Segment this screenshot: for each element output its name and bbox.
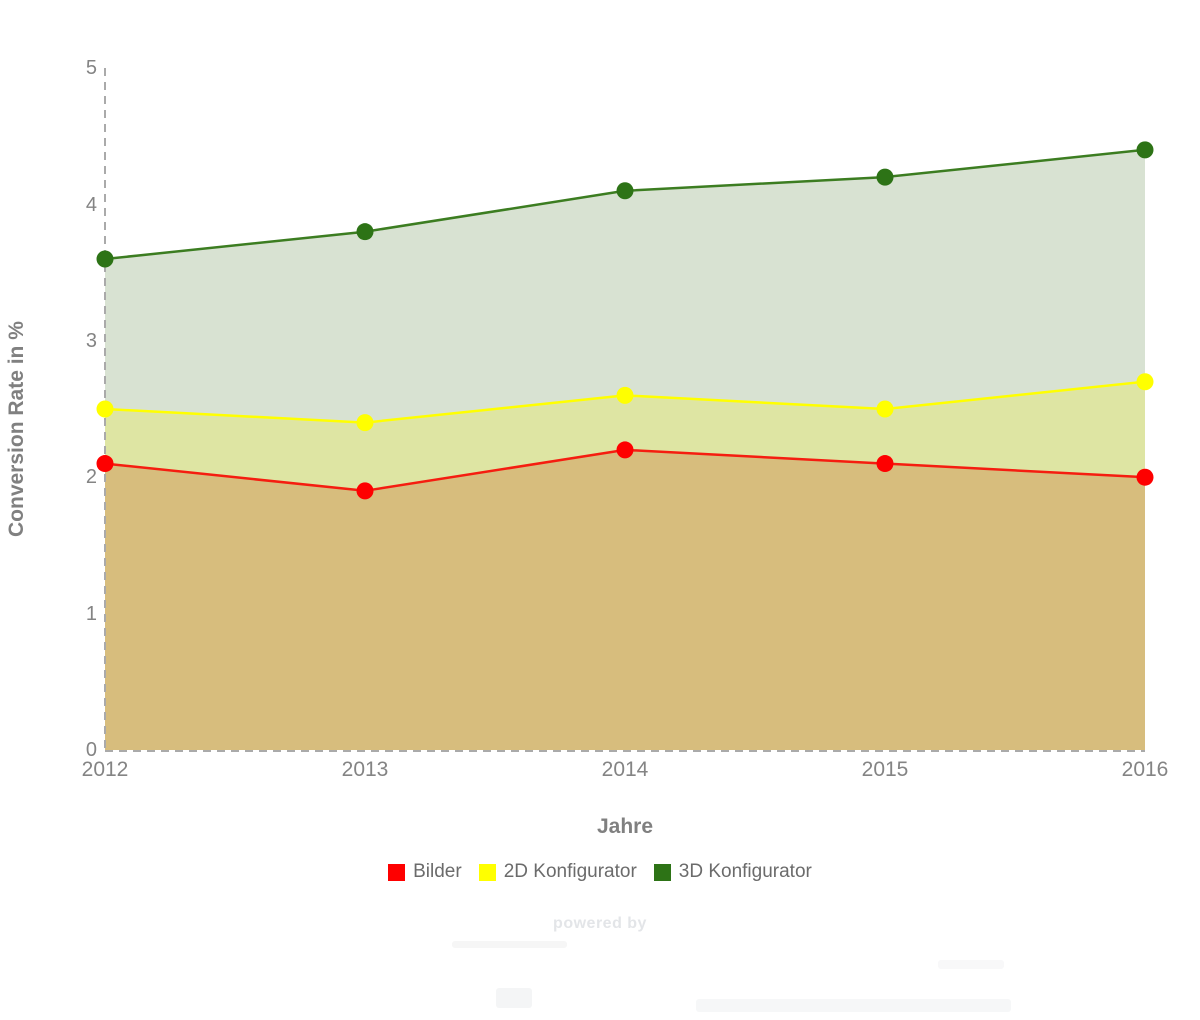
legend-label-2d-konfigurator: 2D Konfigurator	[503, 861, 637, 882]
data-point-bilder[interactable]	[876, 455, 894, 473]
area-band-3d-konfigurator	[105, 149, 1145, 423]
data-point-bilder[interactable]	[96, 455, 114, 473]
y-tick-label-5: 5	[85, 57, 97, 79]
x-tick-label-2015: 2015	[861, 758, 909, 781]
data-point-3d-konfigurator[interactable]	[876, 168, 894, 186]
watermark-text-faint	[696, 999, 1011, 1012]
legend-label-3d-konfigurator: 3D Konfigurator	[678, 861, 812, 882]
x-tick-label-2014: 2014	[601, 758, 649, 781]
legend-swatch-green-icon	[653, 863, 671, 881]
data-point-bilder[interactable]	[356, 482, 374, 500]
y-axis-title: Conversion Rate in %	[5, 321, 28, 537]
watermark-smudge	[452, 941, 567, 948]
x-axis-title: Jahre	[596, 815, 654, 838]
legend-swatch-red-icon	[388, 863, 406, 881]
data-point-2d-konfigurator[interactable]	[616, 386, 634, 404]
data-point-3d-konfigurator[interactable]	[1136, 141, 1154, 159]
data-point-3d-konfigurator[interactable]	[616, 182, 634, 200]
data-point-2d-konfigurator[interactable]	[356, 414, 374, 432]
x-tick-label-2016: 2016	[1121, 758, 1169, 781]
legend-label-bilder: Bilder	[413, 861, 462, 882]
x-tick-label-2012: 2012	[81, 758, 129, 781]
legend-item-bilder[interactable]: Bilder	[388, 861, 462, 883]
legend-item-3d-konfigurator[interactable]: 3D Konfigurator	[653, 861, 812, 883]
data-point-bilder[interactable]	[1136, 468, 1154, 486]
legend: Bilder 2D Konfigurator 3D Konfigurator	[0, 861, 1200, 883]
data-point-bilder[interactable]	[616, 441, 634, 459]
legend-item-2d-konfigurator[interactable]: 2D Konfigurator	[478, 861, 637, 883]
y-tick-label-0: 0	[85, 739, 97, 761]
legend-swatch-yellow-icon	[478, 863, 496, 881]
data-point-3d-konfigurator[interactable]	[96, 250, 114, 268]
y-tick-label-1: 1	[85, 603, 97, 625]
data-point-2d-konfigurator[interactable]	[1136, 373, 1154, 391]
y-tick-label-2: 2	[85, 466, 97, 488]
data-point-3d-konfigurator[interactable]	[356, 223, 374, 241]
watermark-smudge	[938, 960, 1004, 969]
y-tick-label-4: 4	[85, 194, 97, 216]
watermark-logo-faint	[496, 988, 532, 1008]
y-tick-label-3: 3	[85, 330, 97, 352]
area-band-bilder	[105, 449, 1145, 750]
watermark-powered-by: powered by	[553, 915, 647, 932]
data-point-2d-konfigurator[interactable]	[876, 400, 894, 418]
x-tick-label-2013: 2013	[341, 758, 389, 781]
data-point-2d-konfigurator[interactable]	[96, 400, 114, 418]
